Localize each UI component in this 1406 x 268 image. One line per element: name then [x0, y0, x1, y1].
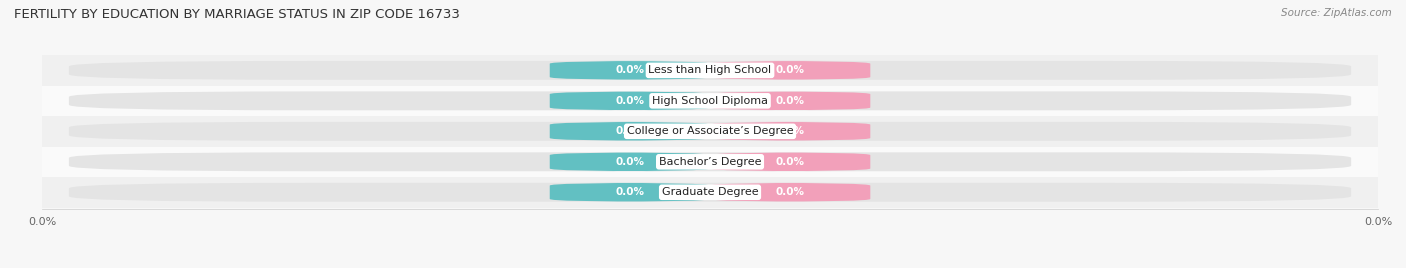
- Bar: [42, 116, 1378, 147]
- Text: 0.0%: 0.0%: [776, 126, 804, 136]
- FancyBboxPatch shape: [710, 91, 870, 110]
- FancyBboxPatch shape: [69, 91, 1351, 110]
- Text: High School Diploma: High School Diploma: [652, 96, 768, 106]
- Text: Graduate Degree: Graduate Degree: [662, 187, 758, 197]
- FancyBboxPatch shape: [550, 122, 710, 141]
- FancyBboxPatch shape: [69, 61, 1351, 80]
- FancyBboxPatch shape: [710, 152, 870, 171]
- FancyBboxPatch shape: [710, 122, 870, 141]
- FancyBboxPatch shape: [550, 91, 710, 110]
- FancyBboxPatch shape: [710, 183, 870, 202]
- Text: Less than High School: Less than High School: [648, 65, 772, 75]
- FancyBboxPatch shape: [69, 122, 1351, 141]
- Text: 0.0%: 0.0%: [616, 187, 644, 197]
- Text: 0.0%: 0.0%: [776, 96, 804, 106]
- FancyBboxPatch shape: [710, 61, 870, 80]
- Text: Bachelor’s Degree: Bachelor’s Degree: [659, 157, 761, 167]
- Text: 0.0%: 0.0%: [776, 187, 804, 197]
- Bar: [42, 177, 1378, 207]
- Bar: [42, 147, 1378, 177]
- Text: College or Associate’s Degree: College or Associate’s Degree: [627, 126, 793, 136]
- FancyBboxPatch shape: [550, 152, 710, 171]
- Text: 0.0%: 0.0%: [616, 157, 644, 167]
- FancyBboxPatch shape: [550, 61, 710, 80]
- FancyBboxPatch shape: [550, 183, 710, 202]
- FancyBboxPatch shape: [69, 152, 1351, 171]
- Text: Source: ZipAtlas.com: Source: ZipAtlas.com: [1281, 8, 1392, 18]
- Text: 0.0%: 0.0%: [616, 65, 644, 75]
- Text: 0.0%: 0.0%: [616, 96, 644, 106]
- Text: 0.0%: 0.0%: [776, 65, 804, 75]
- Text: 0.0%: 0.0%: [616, 126, 644, 136]
- Bar: [42, 85, 1378, 116]
- FancyBboxPatch shape: [69, 183, 1351, 202]
- Bar: [42, 55, 1378, 85]
- Text: 0.0%: 0.0%: [776, 157, 804, 167]
- Text: FERTILITY BY EDUCATION BY MARRIAGE STATUS IN ZIP CODE 16733: FERTILITY BY EDUCATION BY MARRIAGE STATU…: [14, 8, 460, 21]
